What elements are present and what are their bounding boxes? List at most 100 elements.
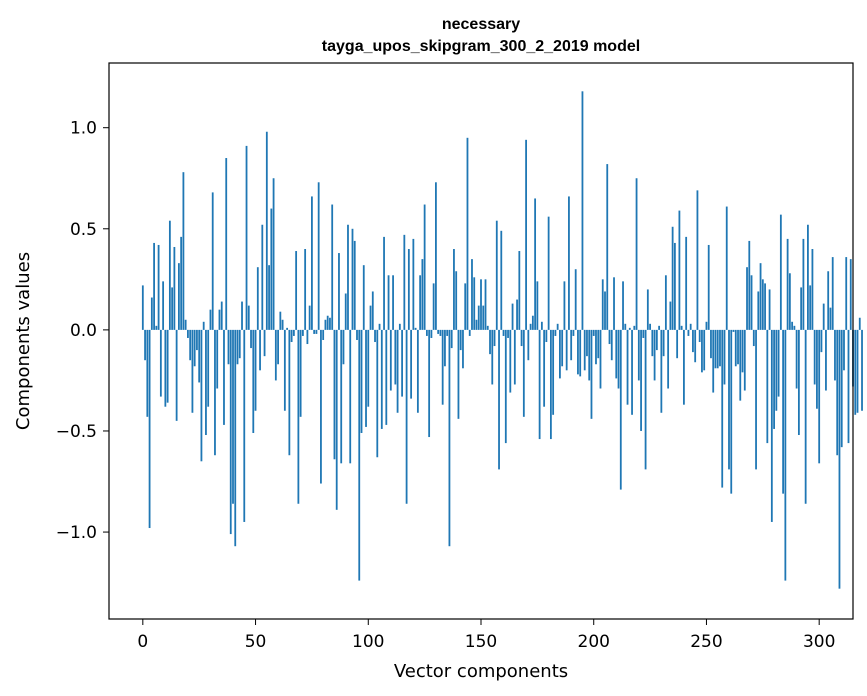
bar (721, 329, 724, 488)
bar (144, 329, 146, 361)
bar (304, 249, 307, 330)
bar (653, 329, 656, 381)
bar (755, 329, 757, 470)
bar (768, 289, 771, 330)
bar (356, 329, 358, 340)
bar (171, 287, 174, 330)
bars-group (141, 91, 863, 589)
bar (270, 208, 273, 330)
bar (387, 275, 390, 330)
bar (477, 305, 480, 330)
bar (349, 329, 352, 464)
bar (531, 315, 534, 330)
bar (536, 281, 539, 330)
bar (617, 329, 620, 389)
bar (813, 329, 816, 385)
bar (649, 323, 651, 330)
bar (734, 329, 737, 367)
bar (797, 329, 800, 436)
bar (320, 329, 322, 484)
bar (610, 329, 613, 361)
bar (795, 329, 798, 389)
bar (619, 329, 622, 490)
bar (173, 246, 176, 330)
bar (748, 240, 751, 330)
bar (759, 263, 762, 330)
bar (187, 329, 189, 338)
bar (184, 319, 187, 330)
bar (588, 329, 591, 381)
bar (216, 329, 219, 389)
bar (439, 329, 442, 336)
bar (793, 325, 796, 330)
bar (313, 329, 316, 334)
bar (306, 329, 309, 345)
bar (676, 329, 679, 359)
bar (351, 228, 354, 330)
bar (685, 236, 688, 330)
bar (288, 329, 291, 456)
bar (651, 329, 654, 357)
bar (180, 236, 183, 330)
x-axis-label: Vector components (394, 661, 568, 682)
bar (577, 329, 579, 375)
bar (360, 329, 363, 433)
bar (529, 323, 532, 330)
bar (631, 329, 633, 415)
bar (347, 224, 349, 330)
bar (322, 329, 325, 340)
bar (342, 329, 345, 365)
x-tick-label: 100 (352, 632, 384, 652)
bar (435, 182, 437, 330)
bar (779, 214, 782, 330)
bar (590, 329, 593, 419)
bar (746, 267, 748, 330)
bar (687, 329, 690, 336)
bar (177, 263, 180, 330)
bar (277, 329, 279, 365)
x-tick-label: 200 (578, 632, 610, 652)
bar (326, 315, 329, 330)
bar (301, 329, 304, 336)
bar (218, 309, 221, 330)
bar (678, 210, 681, 330)
bar (157, 244, 160, 330)
bar (861, 329, 863, 411)
bar (437, 329, 440, 334)
bar (556, 323, 559, 330)
bar (482, 305, 485, 330)
bar (254, 329, 257, 411)
bar (317, 182, 320, 330)
bar (811, 249, 814, 330)
bar (791, 321, 794, 330)
bar (234, 329, 237, 547)
bar (394, 329, 397, 385)
bar (689, 323, 692, 330)
bar (164, 329, 167, 407)
bar (383, 236, 385, 330)
bar (268, 265, 270, 330)
bar (462, 329, 464, 369)
bar (513, 329, 516, 385)
bar (471, 259, 473, 330)
bar (633, 325, 636, 330)
bar (148, 329, 151, 529)
bar (500, 230, 503, 330)
bar (193, 329, 196, 367)
bar (232, 329, 234, 504)
bar (597, 329, 600, 359)
bar (265, 131, 268, 330)
bar (608, 329, 611, 345)
bar (847, 329, 850, 444)
bar (344, 293, 347, 330)
bar (155, 325, 158, 330)
bar (329, 317, 331, 330)
bar (764, 283, 766, 330)
bar (486, 325, 489, 330)
bar (703, 329, 706, 371)
bar (491, 329, 494, 385)
x-tick-label: 250 (690, 632, 722, 652)
bar (295, 251, 298, 330)
bar (182, 172, 185, 330)
bar (498, 329, 500, 470)
